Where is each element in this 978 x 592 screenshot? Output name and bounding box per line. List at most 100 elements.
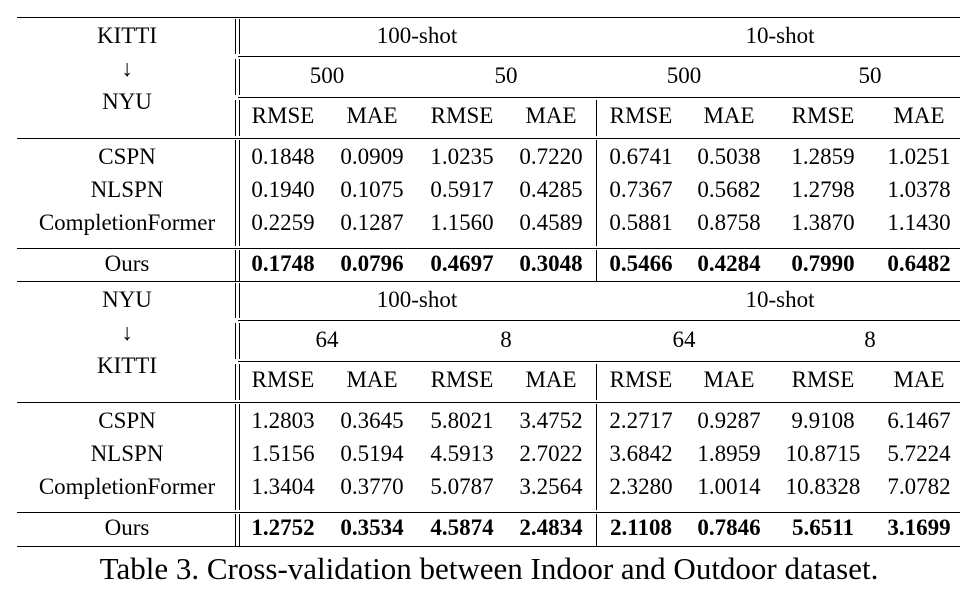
rule-line — [17, 512, 960, 513]
double-rule-right — [239, 323, 240, 359]
method-name: CompletionFormer — [38, 210, 216, 235]
table-cell: 0.1940 — [251, 177, 315, 202]
double-rule-left — [235, 364, 236, 400]
table-cell: 0.5194 — [340, 441, 404, 466]
double-rule-right — [239, 250, 240, 282]
table-cell-best: 0.7990 — [791, 251, 855, 276]
table-cell: 0.1287 — [340, 210, 404, 235]
method-name: CSPN — [98, 408, 156, 433]
table-cell: 5.7224 — [887, 441, 951, 466]
table-cell-best: 0.3048 — [519, 251, 583, 276]
table-cell: 0.0909 — [340, 144, 404, 169]
table-cell-best: 5.6511 — [792, 515, 854, 540]
table-cell: 10.8328 — [785, 474, 861, 499]
table-cell: 0.5038 — [697, 144, 761, 169]
shot-separator — [596, 364, 597, 400]
table-cell: 0.5917 — [430, 177, 494, 202]
shot-separator — [596, 100, 597, 136]
table-cell: 3.6842 — [609, 441, 673, 466]
table-cell: 0.4589 — [519, 210, 583, 235]
table-cell: 1.2859 — [791, 144, 855, 169]
table-cell: 2.7022 — [519, 441, 583, 466]
rule-line-partial — [238, 56, 960, 57]
sample-size-header: 64 — [672, 327, 696, 352]
sample-size-header: 8 — [500, 327, 512, 352]
table-cell: 10.8715 — [785, 441, 861, 466]
sample-size-header: 50 — [858, 63, 882, 88]
table-cell: 1.0014 — [697, 474, 761, 499]
table-cell: 0.3770 — [340, 474, 404, 499]
table-cell: 0.3645 — [340, 408, 404, 433]
table-cell-best: 0.6482 — [887, 251, 951, 276]
table-cell-best: 0.0796 — [340, 251, 404, 276]
sample-size-header: 50 — [494, 63, 518, 88]
table-cell: 7.0782 — [887, 474, 951, 499]
shot-header: 100-shot — [376, 23, 458, 48]
table-cell: 5.0787 — [430, 474, 494, 499]
table-cell: 0.1075 — [340, 177, 404, 202]
table-cell: 0.7220 — [519, 144, 583, 169]
table-cell: 1.2803 — [251, 408, 315, 433]
table-cell: 0.5682 — [697, 177, 761, 202]
table-cell-best: 0.7846 — [697, 515, 761, 540]
table-cell: 1.2798 — [791, 177, 855, 202]
shot-separator — [596, 514, 597, 546]
metric-header: RMSE — [609, 103, 673, 128]
double-rule-right — [239, 514, 240, 546]
table-cell-best: 2.1108 — [610, 515, 672, 540]
double-rule-left — [235, 59, 236, 95]
metric-header: MAE — [893, 367, 945, 392]
metric-header: MAE — [525, 103, 577, 128]
method-name: NLSPN — [90, 177, 164, 202]
table-caption: Table 3. Cross-validation between Indoor… — [99, 551, 879, 586]
table-cell: 1.3870 — [791, 210, 855, 235]
double-rule-left — [235, 250, 236, 282]
metric-header: RMSE — [791, 103, 855, 128]
table-cell: 3.2564 — [519, 474, 583, 499]
table-cell: 0.9287 — [697, 408, 761, 433]
metric-header: MAE — [703, 103, 755, 128]
table-cell: 0.5881 — [609, 210, 673, 235]
metric-header: MAE — [703, 367, 755, 392]
table-cell: 0.2259 — [251, 210, 315, 235]
metric-header: MAE — [346, 367, 398, 392]
table-cell: 0.6741 — [609, 144, 673, 169]
double-rule-left — [235, 323, 236, 359]
sample-size-header: 500 — [309, 63, 345, 88]
table-cell-best: 0.4284 — [697, 251, 761, 276]
table-cell-best: 2.4834 — [519, 515, 583, 540]
metric-header: RMSE — [791, 367, 855, 392]
method-name: CompletionFormer — [38, 474, 216, 499]
method-name: CSPN — [98, 144, 156, 169]
rule-line-partial — [238, 361, 960, 362]
table-cell: 2.3280 — [609, 474, 673, 499]
table-cell: 5.8021 — [430, 408, 494, 433]
double-rule-left — [235, 404, 236, 510]
table-cell: 2.2717 — [609, 408, 673, 433]
table-cell: 1.3404 — [251, 474, 315, 499]
table-cell: 1.1560 — [430, 210, 494, 235]
down-arrow-icon: ↓ — [121, 320, 133, 345]
shot-header: 100-shot — [376, 287, 458, 312]
table-cell: 3.4752 — [519, 408, 583, 433]
table-cell-best: 0.1748 — [251, 251, 315, 276]
rule-line — [17, 17, 960, 18]
double-rule-right — [239, 59, 240, 95]
rule-line — [17, 138, 960, 139]
double-rule-left — [235, 100, 236, 136]
double-rule-right — [239, 100, 240, 136]
table-cell: 1.8959 — [697, 441, 761, 466]
sample-size-header: 64 — [315, 327, 339, 352]
metric-header: RMSE — [251, 103, 315, 128]
table-cell: 1.0251 — [887, 144, 951, 169]
double-rule-right — [239, 364, 240, 400]
double-rule-left — [235, 140, 236, 246]
table-cell: 0.8758 — [697, 210, 761, 235]
rule-line — [17, 281, 960, 282]
table-cell: 1.5156 — [251, 441, 315, 466]
table-cell: 0.1848 — [251, 144, 315, 169]
rule-line — [17, 248, 960, 249]
rule-line — [17, 402, 960, 403]
table-cell: 1.0235 — [430, 144, 494, 169]
table-cell-best: 0.3534 — [340, 515, 404, 540]
